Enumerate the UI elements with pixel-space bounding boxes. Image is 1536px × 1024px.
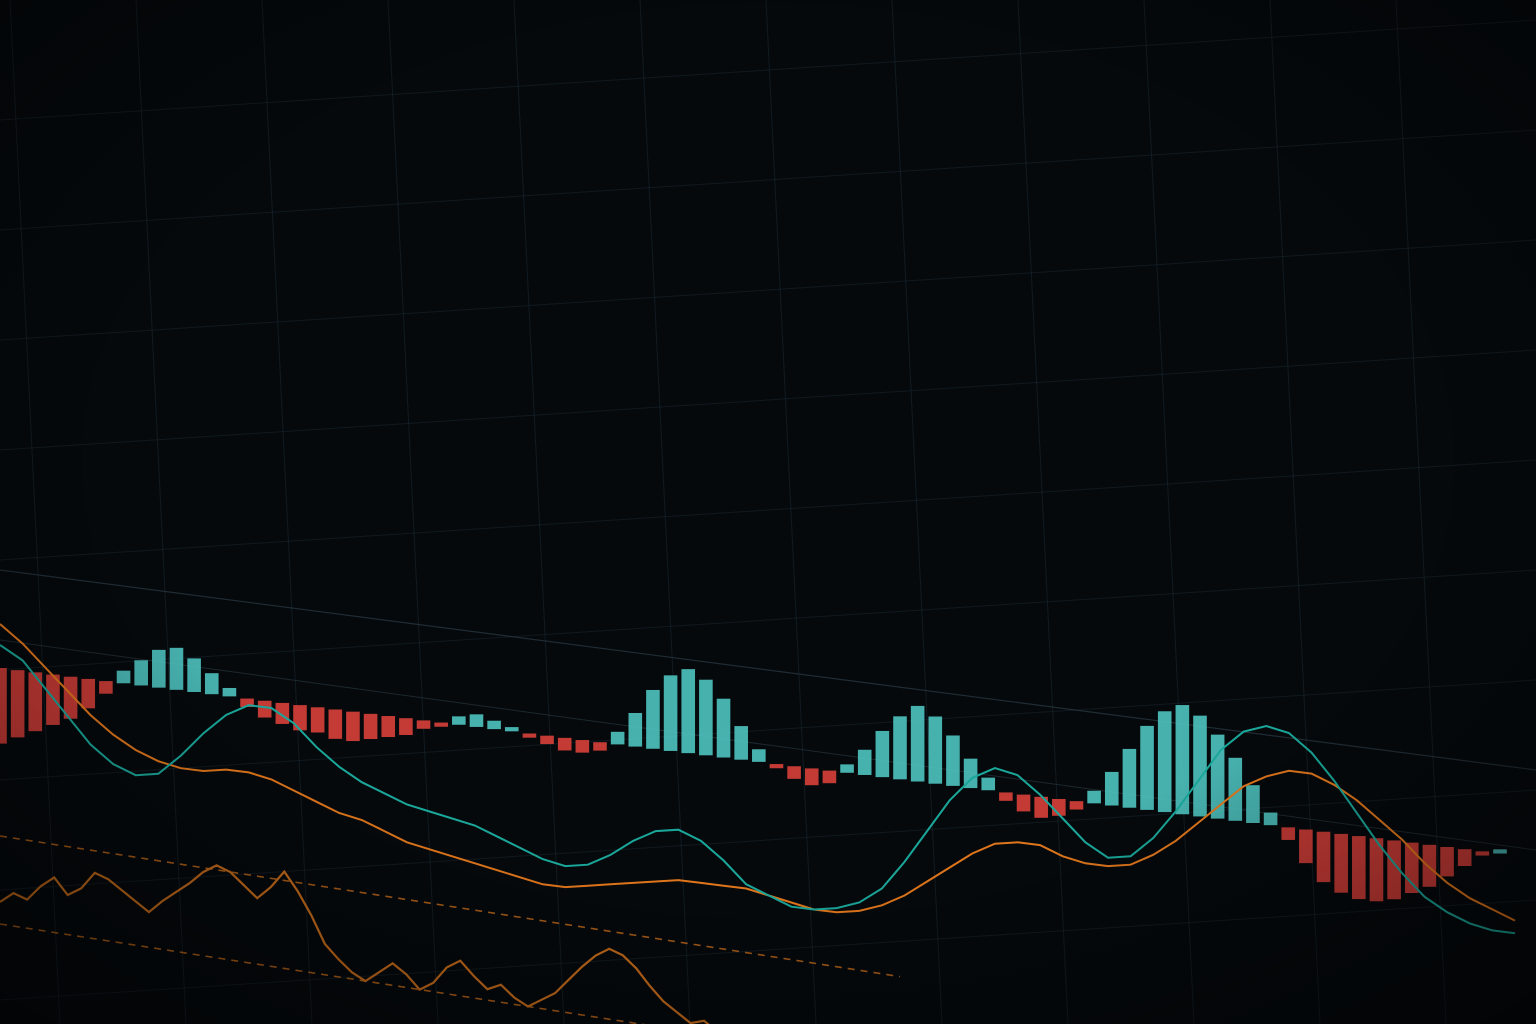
vignette-overlay bbox=[0, 0, 1536, 1024]
trading-chart bbox=[0, 0, 1536, 1024]
chart-canvas bbox=[0, 0, 1536, 1024]
